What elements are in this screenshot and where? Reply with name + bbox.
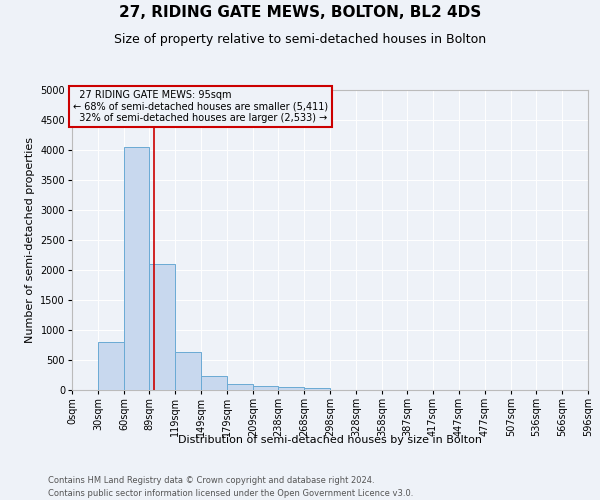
Bar (98, 342, 124, 390)
Bar (175, 352, 201, 390)
Bar (253, 386, 278, 390)
Bar (304, 388, 330, 390)
Text: 27 RIDING GATE MEWS: 95sqm
← 68% of semi-detached houses are smaller (5,411)
  3: 27 RIDING GATE MEWS: 95sqm ← 68% of semi… (73, 90, 328, 123)
Text: Distribution of semi-detached houses by size in Bolton: Distribution of semi-detached houses by … (178, 435, 482, 445)
Bar (124, 147, 149, 390)
Bar (278, 386, 304, 390)
Text: Contains HM Land Registry data © Crown copyright and database right 2024.: Contains HM Land Registry data © Crown c… (48, 476, 374, 485)
Bar (149, 264, 175, 390)
Y-axis label: Number of semi-detached properties: Number of semi-detached properties (25, 137, 35, 343)
Text: 27, RIDING GATE MEWS, BOLTON, BL2 4DS: 27, RIDING GATE MEWS, BOLTON, BL2 4DS (119, 5, 481, 20)
Bar (201, 376, 227, 390)
Text: Size of property relative to semi-detached houses in Bolton: Size of property relative to semi-detach… (114, 32, 486, 46)
Text: Contains public sector information licensed under the Open Government Licence v3: Contains public sector information licen… (48, 488, 413, 498)
Bar (227, 384, 253, 390)
